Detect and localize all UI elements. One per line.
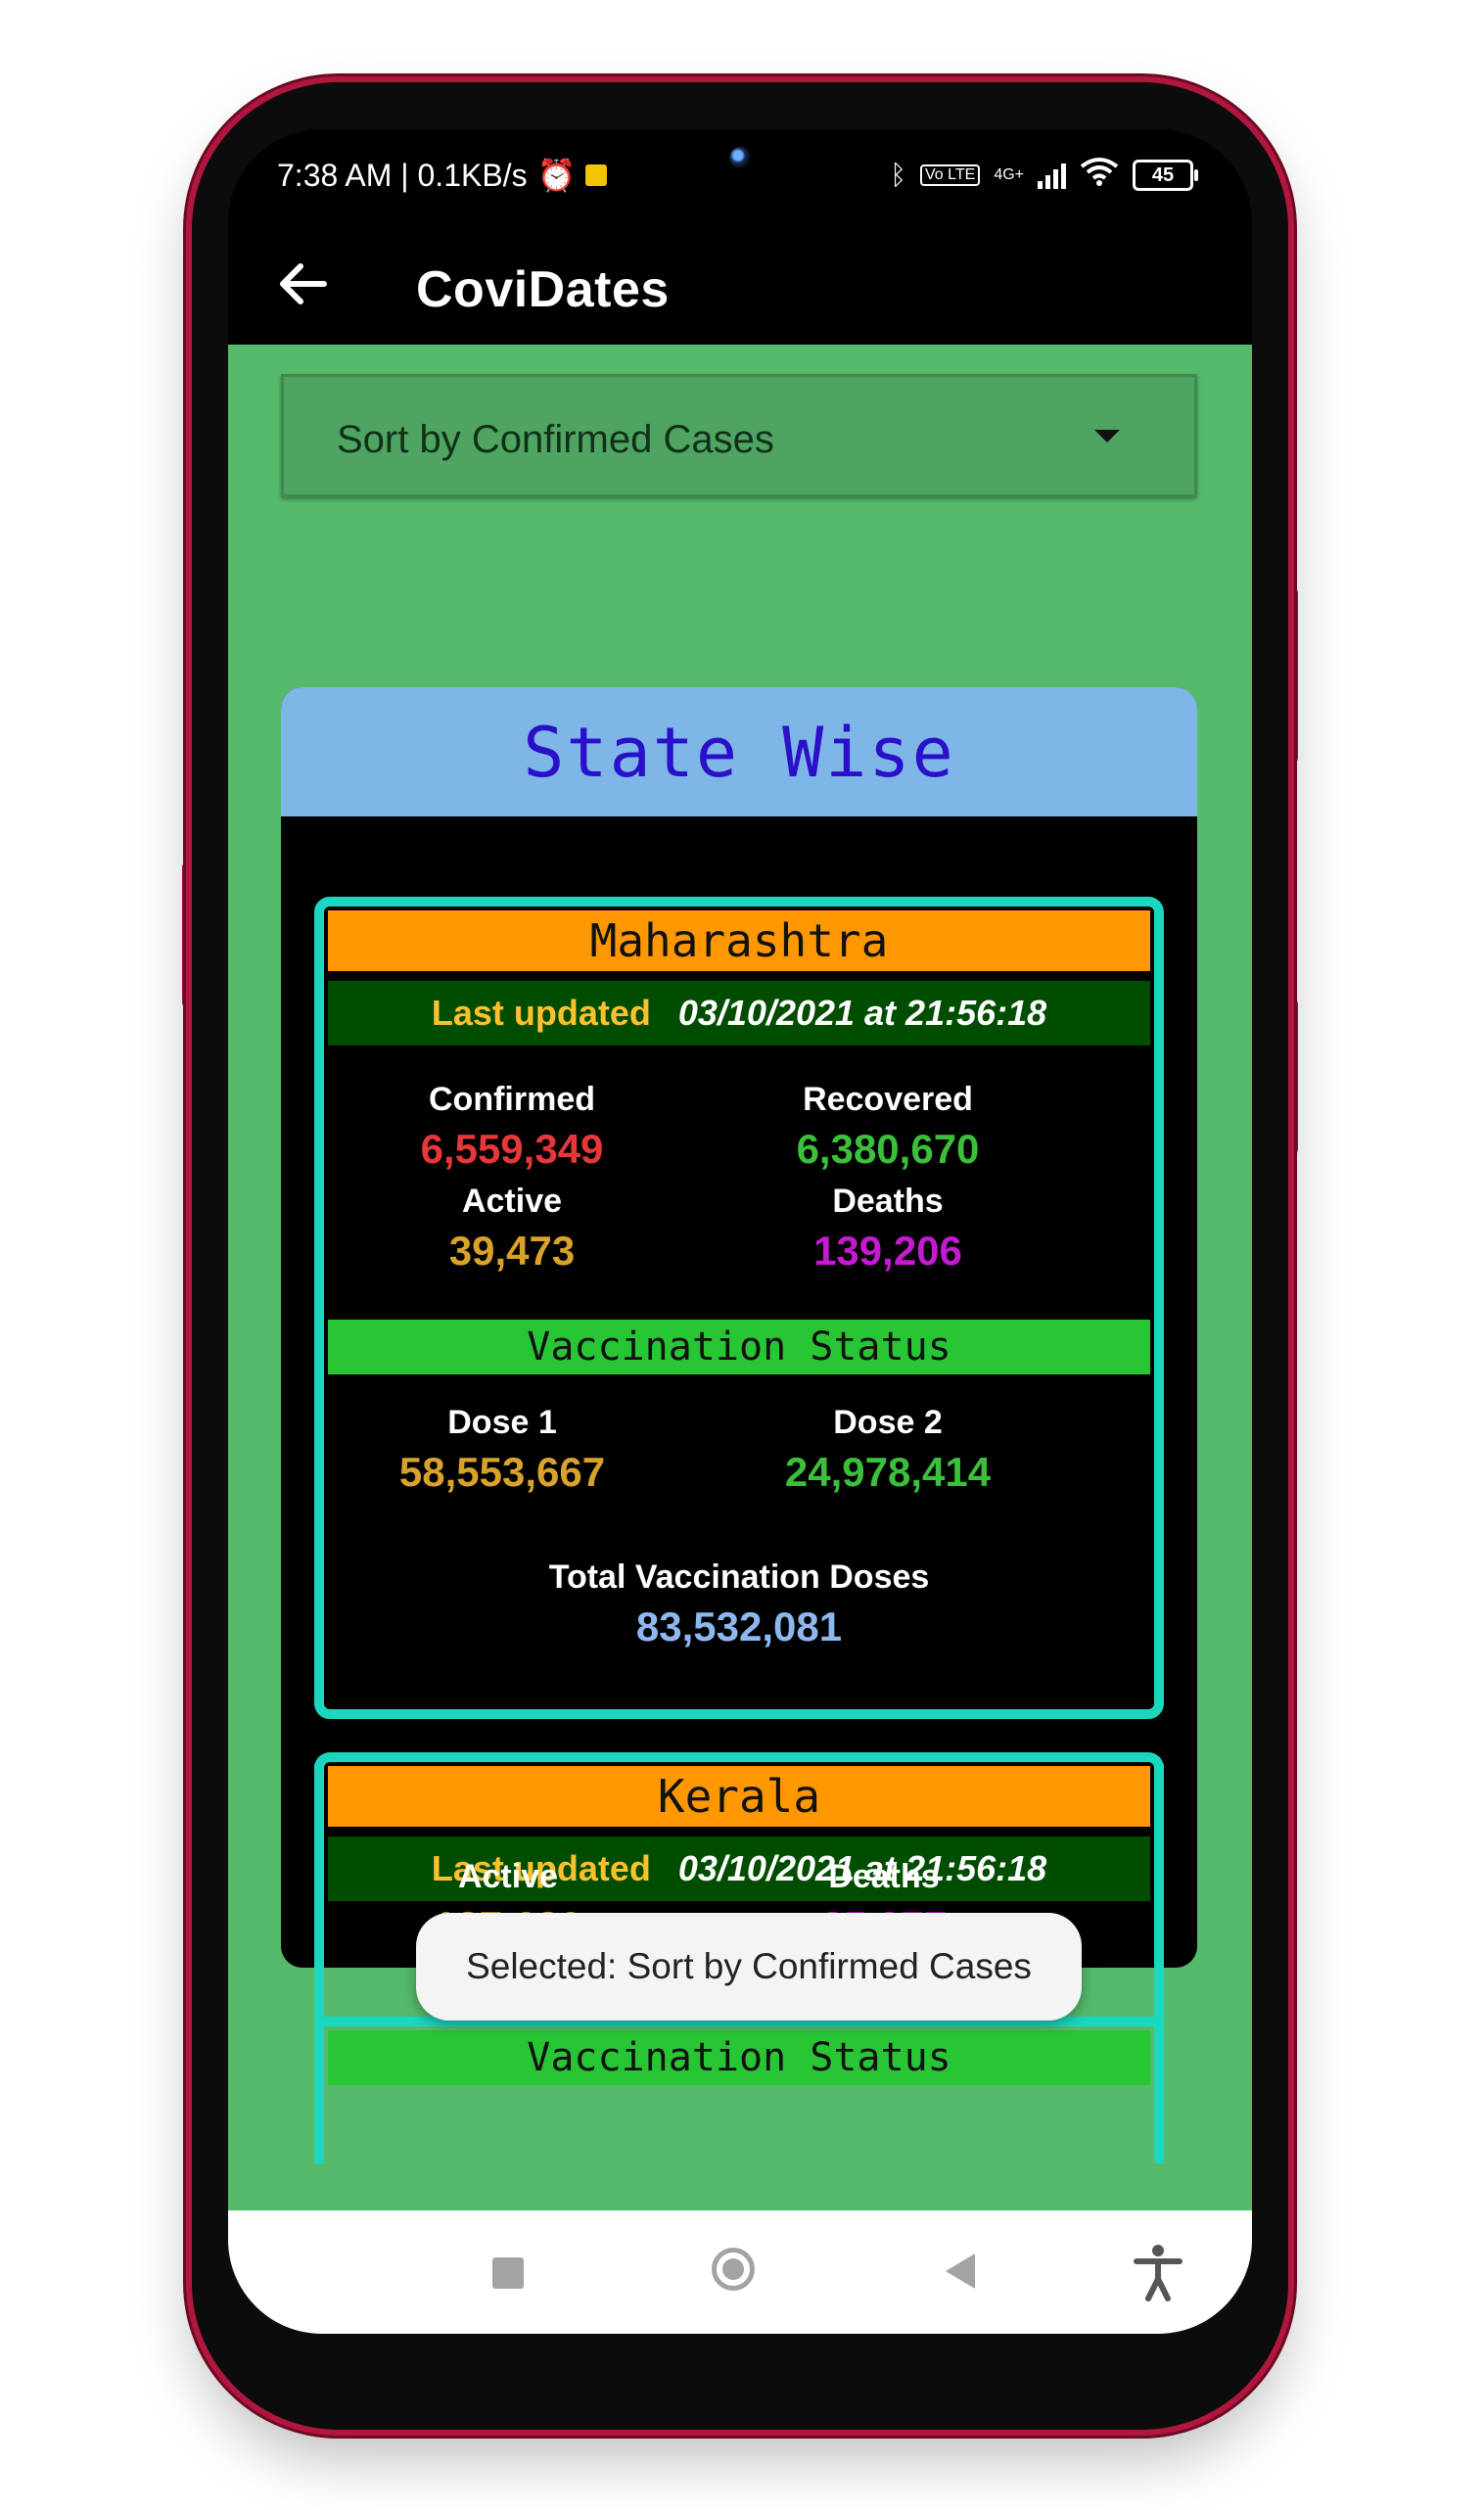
bluetooth-icon: ᛒ (890, 159, 907, 190)
signal-icon (1038, 162, 1066, 189)
status-time: 7:38 AM | 0.1KB/s (277, 157, 528, 193)
network-type: 4G+ (994, 165, 1024, 183)
sort-dropdown-value: Sort by Confirmed Cases (337, 418, 774, 461)
navigation-bar (228, 2210, 1252, 2334)
stat-confirmed: Confirmed 6,559,349 (326, 1081, 698, 1173)
stat-label: Active (457, 1858, 559, 1895)
last-updated-label: Last updated (431, 993, 651, 1033)
card-border-right (1154, 1764, 1164, 2163)
app-bar: CoviDates (228, 227, 1252, 345)
stat-value: 39,473 (448, 1228, 576, 1274)
vaccination-status-header: Vaccination Status (328, 1320, 1150, 1374)
state-wise-panel: State Wise Maharashtra Last updated 03/1… (281, 687, 1197, 1968)
sort-dropdown[interactable]: Sort by Confirmed Cases (281, 374, 1197, 497)
panel-header: State Wise (281, 687, 1197, 816)
status-left: 7:38 AM | 0.1KB/s ⏰ (277, 157, 608, 194)
last-updated-label: Last updated (431, 1848, 651, 1888)
card-border-left (314, 1764, 324, 2163)
stat-value: 6,380,670 (796, 1126, 980, 1172)
stat-deaths: Deaths 139,206 (702, 1183, 1074, 1275)
stat-label: Deaths (832, 1183, 944, 1220)
stat-total-doses: Total Vaccination Doses 83,532,081 (324, 1558, 1154, 1650)
phone-volume-up (1286, 587, 1298, 764)
case-stats: Confirmed 6,559,349 Recovered 6,380,670 … (324, 1046, 1154, 1320)
vaccination-stats: Dose 1 58,553,667 Dose 2 24,978,414 Tota… (324, 1374, 1154, 1668)
stat-label: Deaths (828, 1858, 940, 1895)
last-updated-value: 03/10/2021 at 21:56:18 (677, 1848, 1047, 1888)
last-updated-value: 03/10/2021 at 21:56:18 (677, 993, 1047, 1033)
back-triangle-icon[interactable] (946, 2254, 975, 2289)
arrow-left-icon (280, 263, 327, 304)
state-name: Maharashtra (328, 910, 1150, 971)
front-camera-icon (729, 147, 751, 168)
stat-active: Active 39,473 (326, 1183, 698, 1275)
state-name: Kerala (328, 1766, 1150, 1827)
phone-side-button (182, 861, 194, 1008)
main-content: Sort by Confirmed Cases State Wise Mahar… (228, 345, 1252, 2210)
card-divider (324, 2017, 1154, 2026)
stat-value: 83,532,081 (635, 1604, 843, 1650)
stat-dose2: Dose 2 24,978,414 (702, 1404, 1074, 1496)
stat-value: 139,206 (813, 1228, 962, 1274)
stat-dose1: Dose 1 58,553,667 (324, 1404, 688, 1496)
phone-volume-down (1286, 999, 1298, 1155)
state-card[interactable]: Maharashtra Last updated 03/10/2021 at 2… (314, 897, 1164, 1719)
vaccination-status-header: Vaccination Status (328, 2030, 1150, 2085)
last-updated-row: Last updated 03/10/2021 at 21:56:18 (328, 981, 1150, 1046)
battery-icon: 45 (1133, 159, 1198, 191)
stat-label: Confirmed (429, 1081, 595, 1118)
notification-icon (585, 164, 608, 186)
stat-value: 6,559,349 (420, 1126, 604, 1172)
stat-recovered: Recovered 6,380,670 (702, 1081, 1074, 1173)
stat-label: Dose 2 (833, 1404, 943, 1441)
toast-message: Selected: Sort by Confirmed Cases (416, 1913, 1082, 2021)
caret-down-icon (1094, 430, 1120, 442)
last-updated-row: Last updated 03/10/2021 at 21:56:18 (328, 1836, 1150, 1901)
volte-icon: Vo LTE (920, 163, 981, 186)
phone-screen: 7:38 AM | 0.1KB/s ⏰ ᛒ Vo LTE 4G+ 45 (228, 129, 1252, 2334)
recents-square-icon[interactable] (492, 2257, 524, 2289)
accessibility-icon[interactable] (1129, 2244, 1187, 2302)
panel-title: State Wise (523, 713, 955, 793)
back-button[interactable] (273, 258, 332, 317)
wifi-icon (1080, 157, 1119, 193)
stat-value: 24,978,414 (784, 1449, 992, 1495)
alarm-clock-icon: ⏰ (536, 158, 577, 193)
status-right: ᛒ Vo LTE 4G+ 45 (890, 157, 1198, 193)
stat-label: Recovered (803, 1081, 973, 1118)
home-circle-icon[interactable] (712, 2248, 755, 2291)
stat-label: Active (461, 1183, 563, 1220)
stat-label: Total Vaccination Doses (548, 1558, 930, 1596)
status-bar: 7:38 AM | 0.1KB/s ⏰ ᛒ Vo LTE 4G+ 45 (228, 129, 1252, 227)
stat-label: Dose 1 (447, 1404, 557, 1441)
app-title: CoviDates (416, 261, 670, 318)
stat-value: 58,553,667 (398, 1449, 606, 1495)
